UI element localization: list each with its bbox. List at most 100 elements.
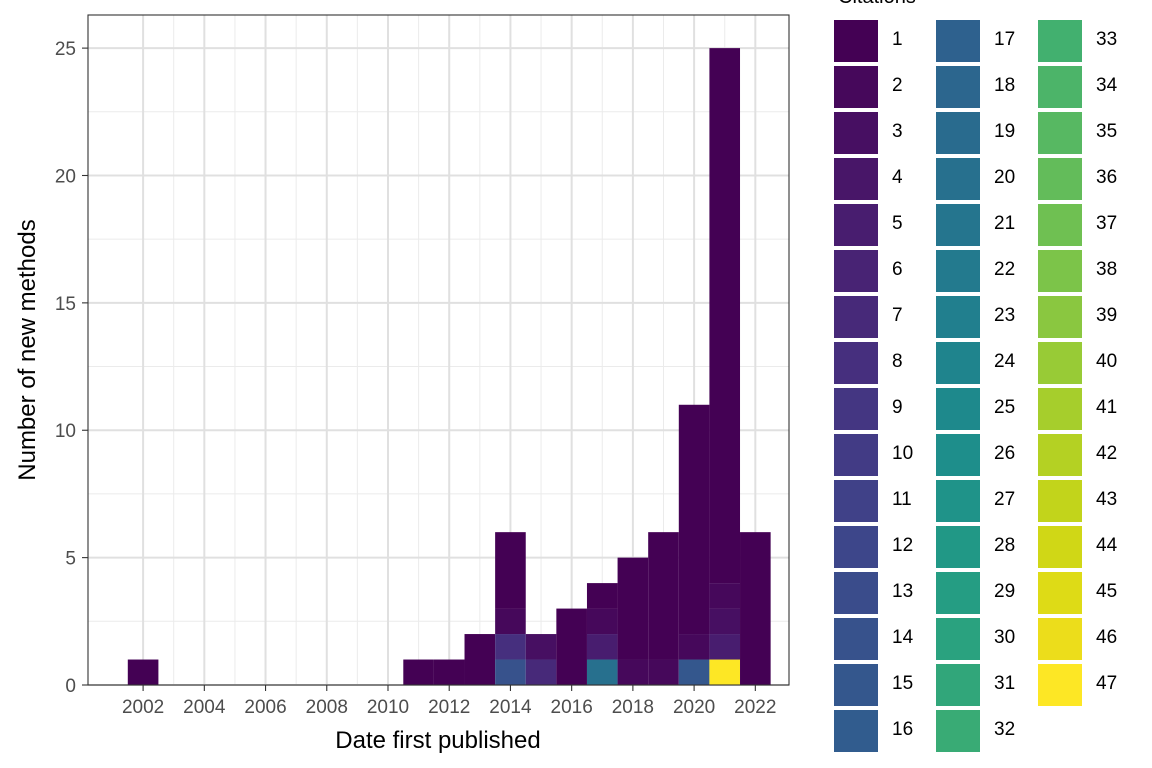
legend-label: 7 (892, 305, 903, 326)
legend-color-key (936, 158, 980, 200)
bar-segment (525, 659, 557, 685)
legend-color-key (936, 526, 980, 568)
legend: Citations 123456789101112131415161718192… (834, 0, 1152, 768)
x-axis-title: Date first published (335, 727, 540, 754)
legend-color-key (1038, 572, 1082, 614)
legend-color-key (834, 158, 878, 200)
legend-label: 41 (1096, 397, 1118, 418)
legend-color-key (1038, 618, 1082, 660)
legend-label: 4 (892, 167, 903, 188)
legend-color-key (936, 66, 980, 108)
legend-label: 22 (994, 259, 1016, 280)
bar-segment (495, 608, 526, 635)
bar-segment (495, 532, 526, 609)
bar-segment (586, 583, 618, 609)
bar-segment (586, 608, 618, 635)
legend-label: 34 (1096, 75, 1118, 96)
legend-color-key (834, 204, 878, 246)
bar-segment (678, 404, 710, 635)
legend-label: 32 (994, 719, 1016, 740)
legend-label: 26 (994, 443, 1016, 464)
legend-label: 8 (892, 351, 903, 372)
legend-label: 3 (892, 121, 903, 142)
legend-label: 33 (1096, 29, 1118, 50)
legend-color-key (936, 20, 980, 62)
legend-label: 6 (892, 259, 903, 280)
legend-color-key (936, 434, 980, 476)
bar-segment (586, 659, 618, 685)
legend-color-key (1038, 204, 1082, 246)
x-tick-label: 2016 (551, 697, 593, 718)
y-tick-label: 15 (55, 294, 76, 315)
legend-label: 44 (1096, 535, 1118, 556)
bar-segment (403, 659, 434, 685)
legend-color-key (1038, 526, 1082, 568)
legend-label: 11 (892, 489, 912, 510)
legend-label: 18 (994, 75, 1016, 96)
legend-label: 15 (892, 673, 914, 694)
legend-color-key (936, 710, 980, 752)
bar-segment (709, 634, 741, 660)
bar-segments (127, 48, 771, 685)
x-tick-label: 2008 (306, 697, 348, 718)
legend-color-key (834, 20, 878, 62)
legend-label: 23 (994, 305, 1016, 326)
legend-label: 46 (1096, 627, 1118, 648)
legend-label: 31 (994, 673, 1016, 694)
x-tick-label: 2012 (428, 697, 470, 718)
bar-segment (678, 659, 710, 685)
legend-color-key (834, 710, 878, 752)
legend-color-key (834, 664, 878, 706)
legend-color-key (834, 66, 878, 108)
bar-segment (617, 557, 649, 660)
legend-label: 47 (1096, 673, 1118, 694)
bar-segment (464, 634, 496, 685)
legend-color-key (834, 434, 878, 476)
legend-color-key (1038, 20, 1082, 62)
plot-border (87, 14, 790, 686)
legend-color-key (936, 480, 980, 522)
legend-color-key (1038, 342, 1082, 384)
legend-color-key (936, 204, 980, 246)
y-tick-label: 5 (65, 549, 76, 570)
legend-label: 45 (1096, 581, 1118, 602)
legend-color-key (834, 480, 878, 522)
legend-color-key (834, 388, 878, 430)
y-tick-label: 0 (65, 676, 76, 697)
legend-label: 13 (892, 581, 914, 602)
legend-label: 40 (1096, 351, 1118, 372)
legend-label: 36 (1096, 167, 1118, 188)
legend-title: Citations (838, 0, 916, 9)
legend-color-key (1038, 434, 1082, 476)
legend-color-key (1038, 112, 1082, 154)
legend-color-key (1038, 480, 1082, 522)
bar-segment (617, 659, 649, 685)
legend-color-key (1038, 158, 1082, 200)
legend-label: 14 (892, 627, 914, 648)
legend-label: 24 (994, 351, 1016, 372)
legend-label: 43 (1096, 489, 1118, 510)
legend-color-key (834, 296, 878, 338)
x-tick-label: 2010 (367, 697, 409, 718)
legend-label: 28 (994, 535, 1016, 556)
legend-label: 20 (994, 167, 1016, 188)
legend-label: 38 (1096, 259, 1118, 280)
legend-label: 35 (1096, 121, 1118, 142)
legend-color-key (1038, 388, 1082, 430)
legend-label: 16 (892, 719, 914, 740)
legend-label: 25 (994, 397, 1016, 418)
bar-segment (586, 634, 618, 660)
legend-color-key (936, 572, 980, 614)
legend-label: 2 (892, 75, 903, 96)
x-tick-label: 2014 (489, 697, 532, 718)
y-tick-label: 20 (55, 166, 76, 187)
legend-color-key (936, 250, 980, 292)
legend-color-key (1038, 664, 1082, 706)
bar-segment (127, 659, 159, 685)
x-tick-label: 2004 (183, 697, 226, 718)
bar-segment (709, 659, 741, 685)
bar-segment (495, 634, 526, 660)
legend-color-key (936, 618, 980, 660)
legend-label: 5 (892, 213, 903, 234)
